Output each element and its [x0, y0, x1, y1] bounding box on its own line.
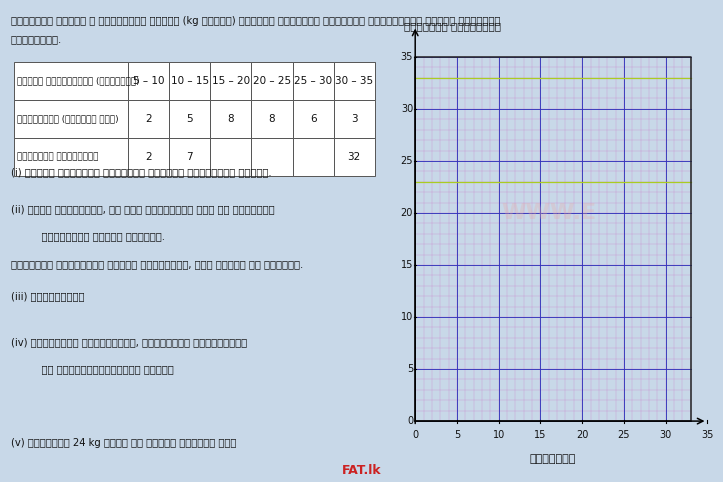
Text: සන්දයානය වක්රය අදින්න.: සන්දයානය වක්රය අදින්න.: [29, 231, 165, 241]
Bar: [210, 100, 252, 138]
Text: 35: 35: [701, 430, 714, 441]
Bar: [14, 138, 128, 176]
Text: සමුේවිත සන්දයානය වක්රය ඇසුරේරන්, පහත සදහන් දු සොයන්න.: සමුේවිත සන්දයානය වක්රය ඇසුරේරන්, පහත සදහ…: [11, 259, 303, 269]
Text: සමුේවිත සන්දයානය: සමුේවිත සන්දයානය: [17, 153, 99, 161]
Bar: [293, 138, 333, 176]
Text: 25: 25: [617, 430, 630, 441]
Text: දාක්කේවි.: දාක්කේවි.: [11, 35, 62, 44]
Text: WWW.E: WWW.E: [501, 203, 596, 223]
Bar: [128, 138, 169, 176]
Text: 8: 8: [269, 114, 275, 124]
Text: 15: 15: [401, 260, 413, 270]
Text: 32: 32: [348, 152, 361, 162]
Text: 5: 5: [187, 114, 193, 124]
Text: 25 – 30: 25 – 30: [294, 76, 332, 86]
Text: (ii) වගුව ඇසුරේරන්, දැ ඇති බන්දලන්ක තලය මත සමුේවිත: (ii) වගුව ඇසුරේරන්, දැ ඇති බන්දලන්ක තලය …: [11, 204, 275, 214]
Text: 5 – 10: 5 – 10: [133, 76, 164, 86]
Bar: [333, 138, 375, 176]
Bar: [333, 62, 375, 100]
Text: 3: 3: [351, 114, 357, 124]
Text: 10 – 15: 10 – 15: [171, 76, 209, 86]
Bar: [252, 100, 293, 138]
Text: 5: 5: [454, 430, 460, 441]
Text: 30: 30: [659, 430, 672, 441]
Text: 0: 0: [412, 430, 419, 441]
Text: 5: 5: [407, 364, 413, 374]
Text: (i) වගුළේ සමුේවිත සන්දයාක තළැලිය සම්පූර්ණ කරන්න.: (i) වගුළේ සමුේවිත සන්දයාක තළැලිය සම්පූර්…: [11, 167, 271, 177]
Text: 20 – 25: 20 – 25: [253, 76, 291, 86]
Text: සන්දයානය (ලමයින් ගනන): සන්දයානය (ලමයින් ගනන): [17, 115, 119, 123]
Text: 35: 35: [401, 52, 413, 62]
Text: 15: 15: [534, 430, 547, 441]
Text: 30: 30: [401, 104, 413, 114]
Bar: [169, 138, 210, 176]
Text: 0: 0: [407, 416, 413, 426]
Bar: [252, 138, 293, 176]
Bar: [252, 62, 293, 100]
Text: හා අන්තයළවතුර්තලක පරාසය: හා අන්තයළවතුර්තලක පරාසය: [29, 364, 174, 374]
Text: 10: 10: [492, 430, 505, 441]
Bar: [210, 62, 252, 100]
Bar: [293, 100, 333, 138]
Bar: [14, 62, 128, 100]
Bar: [210, 138, 252, 176]
Text: 20: 20: [401, 208, 413, 218]
Text: පන්ති ප්රාන්තරය (ළකන්දයා): පන්ති ප්රාන්තරය (ළකන්දයා): [17, 77, 140, 86]
Text: 15 – 20: 15 – 20: [212, 76, 250, 86]
Text: 30 – 35: 30 – 35: [335, 76, 373, 86]
Text: (iv) පලමුවැනි වතුර්තලකය, තුන්වැනි වතුර්තලකය: (iv) පලමුවැනි වතුර්තලකය, තුන්වැනි වතුර්ත…: [11, 337, 247, 347]
Text: ළකන්දයා: ළකන්දයා: [530, 455, 576, 464]
Bar: [169, 100, 210, 138]
Bar: [333, 100, 375, 138]
Text: 2: 2: [145, 152, 152, 162]
Bar: [14, 100, 128, 138]
Text: (v) ළකන්දයා 24 kg ගොල් එත වැේළ් ලමයින් ගනන: (v) ළකන්දයා 24 kg ගොල් එත වැේළ් ලමයින් ග…: [11, 438, 236, 447]
Bar: [128, 100, 169, 138]
Text: 8: 8: [228, 114, 234, 124]
Text: 6: 6: [309, 114, 317, 124]
Bar: [169, 62, 210, 100]
Text: 7: 7: [187, 152, 193, 162]
Text: (iii) මද්යස්කරය: (iii) මද්යස්කරය: [11, 291, 85, 301]
Bar: [293, 62, 333, 100]
Text: 20: 20: [576, 430, 589, 441]
Text: 25: 25: [401, 156, 413, 166]
Text: 2: 2: [145, 114, 152, 124]
Text: සායනයකට රෙගෙන ආ ලමයින්ගේ ළකන්ද (kg වලින්) පිලිබද තොරතුරු ඇතුල්ත් අසම්පූර්ණ වගුළ්: සායනයකට රෙගෙන ආ ලමයින්ගේ ළකන්ද (kg වලින්…: [11, 16, 500, 26]
Text: FAT.lk: FAT.lk: [342, 464, 381, 477]
Text: සමුේවිත සන්දයානය: සමුේවිත සන්දයානය: [404, 21, 501, 31]
Bar: [128, 62, 169, 100]
Text: 10: 10: [401, 312, 413, 322]
